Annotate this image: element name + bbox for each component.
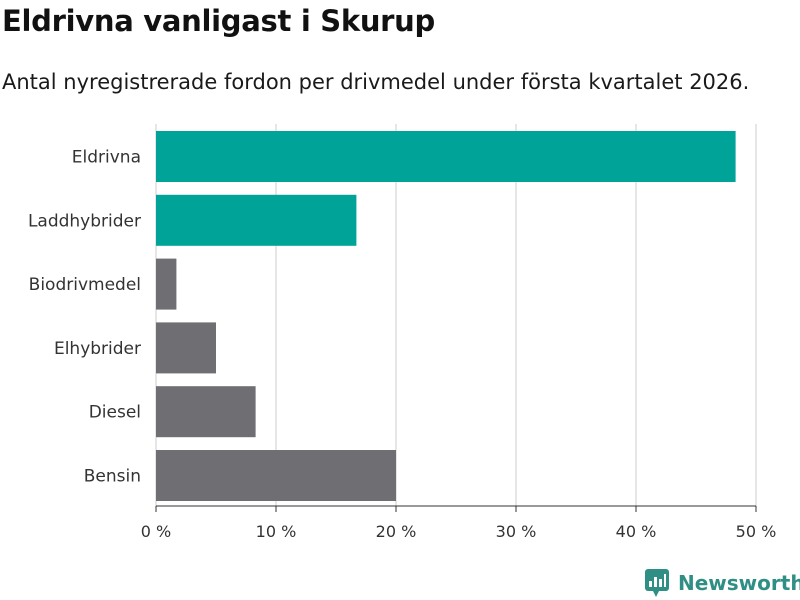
bar-diesel: [156, 386, 256, 438]
x-axis-ticks: 0 % 10 % 20 % 30 % 40 % 50 %: [141, 505, 777, 541]
category-labels: Eldrivna Laddhybrider Biodrivmedel Elhybrid…: [28, 148, 141, 487]
chart-subtitle: Antal nyregistrerade fordon per drivmede…: [2, 70, 750, 94]
bar-bensin: [156, 450, 396, 501]
x-tick-label: 0 %: [141, 522, 171, 541]
brand-logo: Newsworthy: [644, 568, 800, 598]
x-tick-label: 20 %: [376, 522, 417, 541]
bar-eldrivna: [156, 131, 736, 182]
category-label: Laddhybrider: [28, 211, 141, 231]
category-label: Eldrivna: [72, 148, 141, 168]
bar-laddhybrider: [156, 194, 357, 246]
x-tick-label: 50 %: [736, 522, 777, 541]
category-label: Elhybrider: [54, 339, 141, 359]
bar-biodrivmedel: [156, 258, 177, 310]
brand-name: Newsworthy: [678, 571, 800, 595]
grid-lines: [155, 124, 757, 506]
x-tick-label: 10 %: [256, 522, 297, 541]
x-tick-label: 30 %: [496, 522, 537, 541]
chart-title: Eldrivna vanligast i Skurup: [2, 4, 435, 38]
category-label: Biodrivmedel: [29, 275, 141, 295]
bars: [156, 131, 736, 501]
category-label: Bensin: [84, 467, 141, 487]
bar-elhybrider: [156, 322, 216, 374]
category-label: Diesel: [89, 403, 141, 423]
x-tick-label: 40 %: [616, 522, 657, 541]
newsworthy-logo-icon: [645, 569, 669, 597]
